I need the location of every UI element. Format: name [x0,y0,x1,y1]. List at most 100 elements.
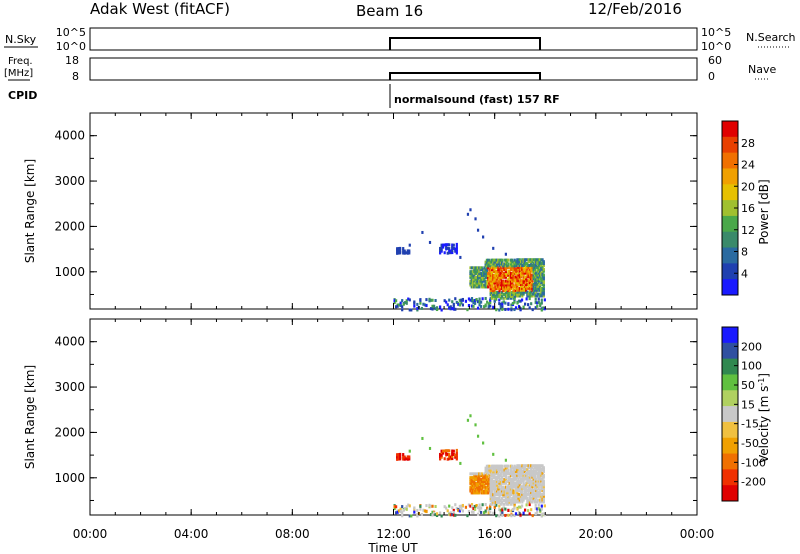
x-tick-label: 16:00 [477,527,512,541]
power-cell [451,245,454,249]
power-cell [526,283,529,287]
power-cell [490,294,494,298]
power-cell [481,297,484,301]
velocity-cell [489,477,492,481]
velocity-cell [519,513,522,517]
velocity-cell [542,483,545,487]
power-cell [527,275,530,279]
power-cell [535,275,538,279]
velocity-cell [500,470,504,474]
velocity-cell [504,464,507,468]
velocity-cell [489,510,492,514]
power-cell [500,273,504,277]
power-cell [510,303,513,307]
velocity-cell [531,500,534,504]
velocity-cell [537,481,540,485]
power-cell [509,294,513,298]
velocity-cell [483,485,486,489]
power-cell [488,283,491,287]
velocity-cell [528,500,532,504]
power-cell [526,279,529,283]
velocity-cell [522,471,525,475]
velocity-cell [512,474,515,478]
velocity-cell [489,497,492,501]
velocity-cell [523,475,526,479]
velocity-cell [528,466,532,470]
power-cell [530,265,533,269]
colorbar-tick-label: 28 [741,137,755,150]
power-cell [478,275,481,279]
power-cell [512,291,515,295]
velocity-cell [445,451,448,455]
velocity-cell [399,455,402,459]
velocity-cell [487,479,490,483]
power-cell [503,264,506,268]
power-cell [518,286,521,290]
nave-label: Nave [748,63,776,76]
power-cell [531,258,534,262]
power-cell [536,262,539,266]
power-cell [523,290,526,294]
velocity-cell [476,434,480,438]
velocity-cell [512,466,515,470]
power-cell [513,291,516,295]
velocity-cell [506,498,509,502]
velocity-cell [493,474,496,478]
velocity-cell [492,495,495,499]
power-cell [533,275,537,279]
power-cell [478,283,481,287]
power-cell [446,243,449,247]
velocity-cell [482,478,485,482]
power-cell [501,307,504,311]
power-cell [487,266,490,270]
power-cell [473,266,476,270]
power-cell [533,283,537,287]
velocity-cell [471,491,475,495]
power-cell [530,302,533,306]
velocity-cell [490,483,494,487]
velocity-cell [497,481,500,485]
power-cell [535,286,538,290]
power-cell [511,273,514,277]
velocity-cell [531,479,534,483]
power-cell [525,277,528,281]
velocity-cell [458,509,461,513]
velocity-cell [396,455,399,459]
velocity-cell [517,500,520,504]
velocity-cell [502,474,505,478]
velocity-cell [507,476,510,480]
power-cell [527,292,530,296]
power-cell [530,294,533,298]
velocity-cell [439,455,442,459]
power-cell [497,268,500,272]
power-cell [493,273,496,277]
power-cell [476,283,480,287]
velocity-cell [440,514,443,518]
power-cell [399,251,402,255]
power-cell [517,299,521,303]
velocity-cell [512,483,515,487]
velocity-cell [535,496,538,500]
velocity-cell [476,506,480,510]
power-cell [532,271,535,275]
velocity-cell [446,457,449,461]
power-cell [509,281,513,285]
velocity-cell [489,506,492,510]
velocity-cell [483,474,486,478]
power-cell [498,268,501,272]
velocity-cell [516,507,519,511]
power-cell [497,270,500,274]
power-cell [488,275,491,279]
velocity-cell [525,464,528,468]
power-cell [475,285,478,289]
power-cell [538,258,542,262]
power-cell [479,304,483,308]
power-cell [413,300,416,304]
power-cell [476,272,480,276]
power-cell [522,288,525,292]
power-cell [429,298,433,302]
velocity-cell [542,498,545,502]
velocity-cell [526,492,529,496]
power-cell [516,260,519,264]
